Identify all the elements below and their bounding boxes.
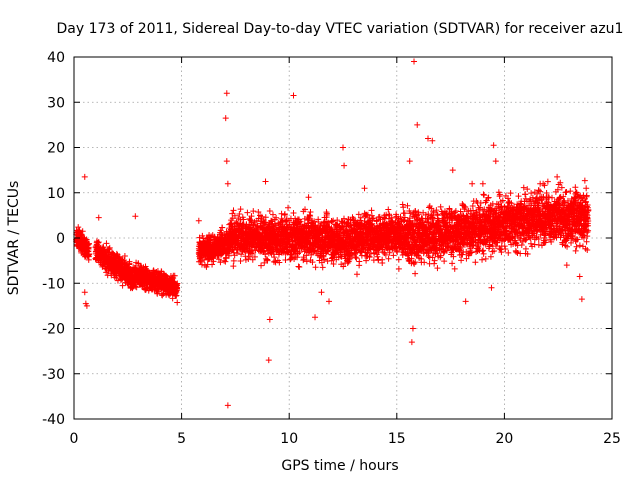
data-point — [237, 257, 244, 264]
chart-title: Day 173 of 2011, Sidereal Day-to-day VTE… — [57, 21, 624, 37]
data-point — [174, 280, 181, 287]
data-point — [133, 284, 140, 291]
data-point — [395, 256, 402, 263]
data-point — [290, 210, 297, 217]
data-point — [169, 295, 176, 302]
data-point — [121, 252, 128, 259]
data-point — [434, 265, 441, 272]
data-point — [95, 239, 102, 246]
data-point — [85, 240, 92, 247]
data-point — [487, 253, 494, 260]
data-point — [217, 259, 224, 266]
data-point — [312, 264, 319, 271]
data-point — [209, 261, 216, 268]
data-point — [412, 270, 419, 277]
data-point — [368, 207, 375, 214]
data-point — [379, 260, 386, 267]
data-point — [356, 258, 363, 265]
data-point — [404, 202, 411, 209]
data-point — [199, 232, 206, 239]
data-point — [197, 257, 204, 264]
data-point — [480, 191, 487, 198]
data-point — [237, 206, 244, 213]
data-point — [173, 292, 180, 299]
data-point — [380, 249, 387, 256]
data-point — [78, 231, 85, 238]
data-point — [244, 209, 251, 216]
data-point — [390, 252, 397, 259]
data-point — [230, 207, 237, 214]
data-point — [451, 265, 458, 272]
data-point — [77, 232, 84, 239]
data-point — [400, 204, 407, 211]
data-point — [198, 261, 205, 268]
data-point — [502, 245, 509, 252]
data-point — [507, 190, 514, 197]
data-point — [266, 208, 273, 215]
data-point — [86, 251, 93, 258]
data-point — [468, 249, 475, 256]
data-point — [353, 255, 360, 262]
data-point — [441, 258, 448, 265]
data-point — [79, 228, 86, 235]
data-point — [421, 259, 428, 266]
data-point — [113, 250, 120, 257]
data-point — [479, 256, 486, 263]
data-point — [174, 287, 181, 294]
data-point — [501, 243, 508, 250]
data-point — [285, 204, 292, 211]
data-point — [399, 201, 406, 208]
data-point — [271, 254, 278, 261]
data-point — [230, 263, 237, 270]
data-point — [505, 249, 512, 256]
data-point — [458, 257, 465, 264]
data-point — [258, 262, 265, 269]
data-series — [73, 58, 592, 409]
data-point — [114, 277, 121, 284]
data-point — [449, 260, 456, 267]
data-point — [319, 264, 326, 271]
data-point — [103, 240, 110, 247]
data-point — [174, 299, 181, 306]
data-point — [230, 257, 237, 264]
data-point — [108, 272, 115, 279]
data-point — [385, 255, 392, 262]
data-point — [395, 265, 402, 272]
data-point — [119, 282, 126, 289]
data-point — [126, 258, 133, 265]
data-point — [171, 272, 178, 279]
data-point — [437, 203, 444, 210]
data-point — [296, 263, 303, 270]
data-point — [210, 258, 217, 265]
data-point — [121, 257, 128, 264]
data-point — [385, 206, 392, 213]
data-point — [201, 256, 208, 263]
data-point — [472, 259, 479, 266]
data-point — [106, 244, 113, 251]
data-point — [282, 257, 289, 264]
data-point — [295, 263, 302, 270]
data-point — [95, 239, 102, 246]
